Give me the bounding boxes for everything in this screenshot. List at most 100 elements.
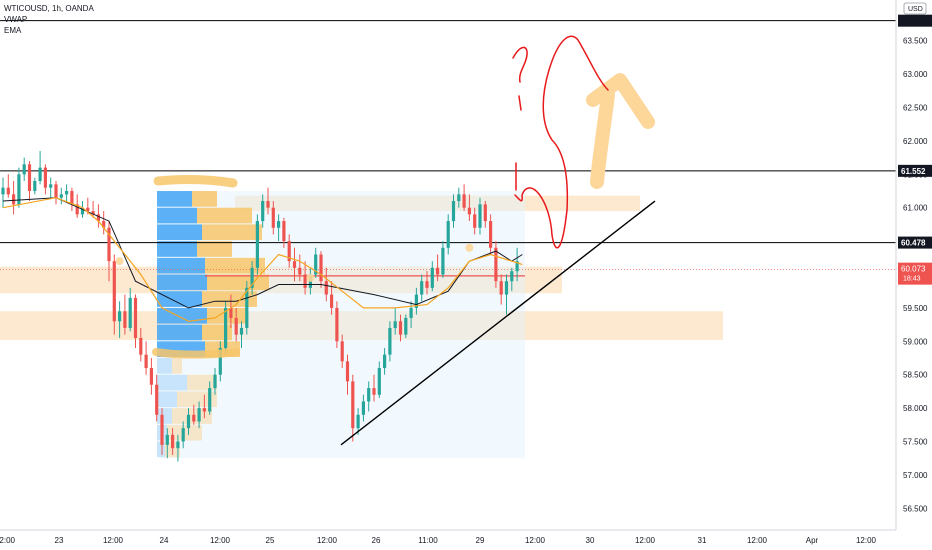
level-badge-label-0: 61.552 [901, 167, 926, 176]
candle-body-31 [165, 434, 169, 445]
candle-body-52 [277, 221, 281, 228]
candle-body-73 [388, 327, 392, 355]
x-tick-label-8: 11:00 [418, 536, 438, 545]
candle-body-46 [245, 287, 249, 328]
level-badge-1 [898, 236, 932, 249]
candle-body-40 [213, 374, 217, 389]
candle-body-8 [43, 167, 47, 188]
candle-body-57 [303, 274, 307, 288]
x-tick-label-16: 12:00 [856, 536, 877, 545]
price-badge [898, 262, 932, 285]
candle-body-87 [462, 194, 466, 208]
level-badge-0 [898, 164, 932, 177]
y-tick-label-6: 59.500 [903, 304, 928, 313]
level-badge-2 [898, 14, 932, 27]
x-tick-label-14: 12:00 [747, 536, 768, 545]
profile-down-13 [172, 408, 212, 424]
x-tick-label-12: 12:00 [635, 536, 656, 545]
candle-body-34 [181, 428, 185, 442]
profile-down-0 [192, 191, 217, 207]
x-tick-label-15: Apr [806, 536, 819, 545]
candle-body-9 [49, 184, 53, 188]
profile-down-10 [172, 358, 182, 374]
candle-body-11 [59, 194, 63, 198]
candle-body-4 [22, 164, 26, 175]
candle-body-96 [510, 271, 514, 282]
candle-body-51 [271, 207, 275, 228]
candle-body-26 [139, 337, 143, 355]
candle-body-84 [446, 221, 450, 248]
indicator-lines [2, 197, 523, 322]
indicator-vwap[interactable]: VWAP [4, 15, 28, 24]
profile-up-13 [157, 408, 172, 424]
indicator-ema[interactable]: EMA [4, 26, 22, 35]
price-axis[interactable]: 56.500 57.000 57.500 58.000 58.500 59.000 59.5… [895, 0, 932, 550]
candle-body-42 [224, 307, 228, 348]
candle-body-88 [467, 207, 471, 215]
candle-body-63 [335, 307, 339, 342]
x-tick-label-11: 30 [586, 536, 595, 545]
candle-body-15 [80, 207, 85, 215]
candle-body-72 [383, 354, 387, 369]
profile-up-2 [157, 224, 202, 241]
y-tick-label-2: 57.500 [903, 438, 928, 447]
symbol-title[interactable]: WTICOUSD, 1h, OANDA [4, 4, 94, 13]
candle-body-19 [102, 221, 106, 228]
candle-body-49 [261, 201, 265, 222]
candle-body-27 [144, 354, 148, 369]
candle-body-32 [171, 434, 175, 449]
candle-body-91 [483, 204, 487, 222]
candle-body-86 [457, 194, 461, 202]
profile-down-3 [197, 241, 232, 257]
candle-body-59 [314, 254, 318, 275]
arrow-shaft [590, 88, 615, 189]
y-tick-label-0: 56.500 [903, 504, 928, 513]
candle-body-30 [160, 414, 164, 445]
ink-mark [518, 95, 522, 111]
candle-body-81 [430, 267, 434, 288]
profile-up-7 [157, 307, 207, 324]
horizontal-levels [0, 20, 896, 277]
candle-body-20 [107, 227, 111, 262]
y-tick-label-11: 62.000 [903, 137, 928, 146]
highlight-bottom [152, 348, 240, 359]
user-drawings [152, 35, 656, 446]
time-axis[interactable]: 12:00 23 12:00 24 12:00 25 12:00 26 11:00 29 12:00… [0, 529, 896, 545]
candle-body-23 [123, 311, 127, 328]
candle-body-76 [404, 317, 408, 335]
x-tick-label-0: 12:00 [0, 536, 16, 545]
candle-body-33 [176, 441, 180, 449]
candle-body-13 [70, 191, 74, 205]
profile-up-15 [157, 441, 165, 458]
candle-body-74 [393, 321, 397, 328]
x-tick-label-6: 12:00 [317, 536, 338, 545]
y-tick-label-12: 62.500 [903, 104, 928, 113]
candle-body-80 [425, 281, 429, 288]
highlight-top [153, 175, 238, 188]
profile-up-5 [157, 274, 207, 291]
candle-body-93 [494, 247, 498, 282]
candle-body-22 [118, 311, 122, 322]
profile-down-1 [197, 207, 252, 224]
x-tick-label-4: 12:00 [210, 536, 231, 545]
candle-body-71 [377, 368, 381, 395]
marker-dot-1 [306, 273, 315, 282]
x-tick-label-3: 24 [160, 536, 169, 545]
candle-body-79 [420, 281, 424, 295]
candle-body-12 [65, 191, 69, 195]
candle-body-54 [287, 241, 291, 262]
candle-body-35 [186, 414, 191, 429]
arrow-head [586, 73, 655, 129]
candle-body-18 [96, 214, 100, 222]
y-tick-label-3: 58.000 [903, 404, 928, 413]
candle-body-68 [361, 401, 365, 415]
profile-down-12 [177, 391, 217, 408]
candle-body-65 [345, 361, 350, 382]
candle-body-85 [451, 201, 456, 222]
candle-body-41 [218, 348, 222, 375]
candle-body-83 [441, 247, 445, 275]
candle-body-16 [86, 207, 90, 212]
candle-body-70 [372, 388, 376, 395]
candle-body-0 [1, 187, 5, 195]
